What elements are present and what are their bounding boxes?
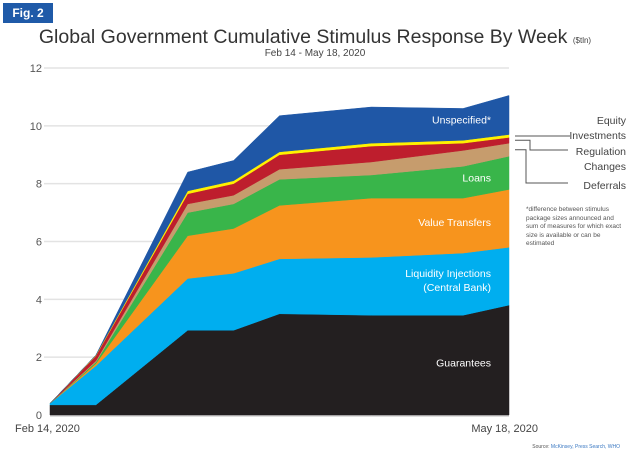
source-text: McKinsey, Press Search, WHO — [550, 444, 620, 450]
connector-line — [515, 149, 568, 184]
y-tick-label: 12 — [30, 63, 42, 75]
y-tick-label: 10 — [30, 121, 42, 133]
y-tick-label: 6 — [36, 237, 42, 249]
chart-title: Global Government Cumulative Stimulus Re… — [0, 26, 630, 49]
area-unspecified — [49, 95, 510, 404]
y-tick-label: 8 — [36, 179, 42, 191]
series-label: Loans — [462, 173, 491, 185]
connector-line — [515, 139, 568, 151]
figure-badge: Fig. 2 — [3, 3, 53, 23]
x-axis-ticks: Feb 14, 2020 May 18, 2020 — [15, 423, 538, 435]
chart-subtitle: Feb 14 - May 18, 2020 — [264, 48, 366, 59]
footnote: *difference between stimulus package siz… — [526, 206, 622, 247]
side-label: Equity — [597, 115, 627, 127]
x-tick-label: Feb 14, 2020 — [15, 423, 80, 435]
series-label: Value Transfers — [418, 217, 491, 229]
y-tick-label: 2 — [36, 352, 42, 364]
side-label: Deferrals — [583, 180, 626, 192]
y-tick-label: 4 — [36, 294, 42, 306]
y-axis-ticks: 0 2 4 6 8 10 12 — [30, 63, 42, 422]
series-label: Guarantees — [436, 358, 491, 370]
y-tick-label: 0 — [36, 410, 42, 422]
side-label: Regulation — [576, 146, 626, 158]
series-labels: Guarantees Liquidity Injections (Central B… — [405, 115, 491, 370]
series-label: Unspecified* — [432, 115, 491, 127]
side-label: Investments — [569, 130, 626, 142]
series-label: Liquidity Injections — [405, 268, 491, 280]
areas — [49, 95, 510, 417]
side-labels: Equity Investments Regulation Changes Deferr… — [515, 115, 627, 192]
source-prefix: Source: — [532, 444, 550, 450]
series-label: (Central Bank) — [423, 282, 491, 294]
chart-title-text: Global Government Cumulative Stimulus Re… — [38, 26, 568, 48]
side-label: Changes — [584, 161, 626, 173]
x-tick-label: May 18, 2020 — [471, 423, 538, 435]
source-note: Source: McKinsey, Press Search, WHO — [532, 444, 620, 450]
chart-title-unit: ($tln) — [572, 36, 592, 45]
